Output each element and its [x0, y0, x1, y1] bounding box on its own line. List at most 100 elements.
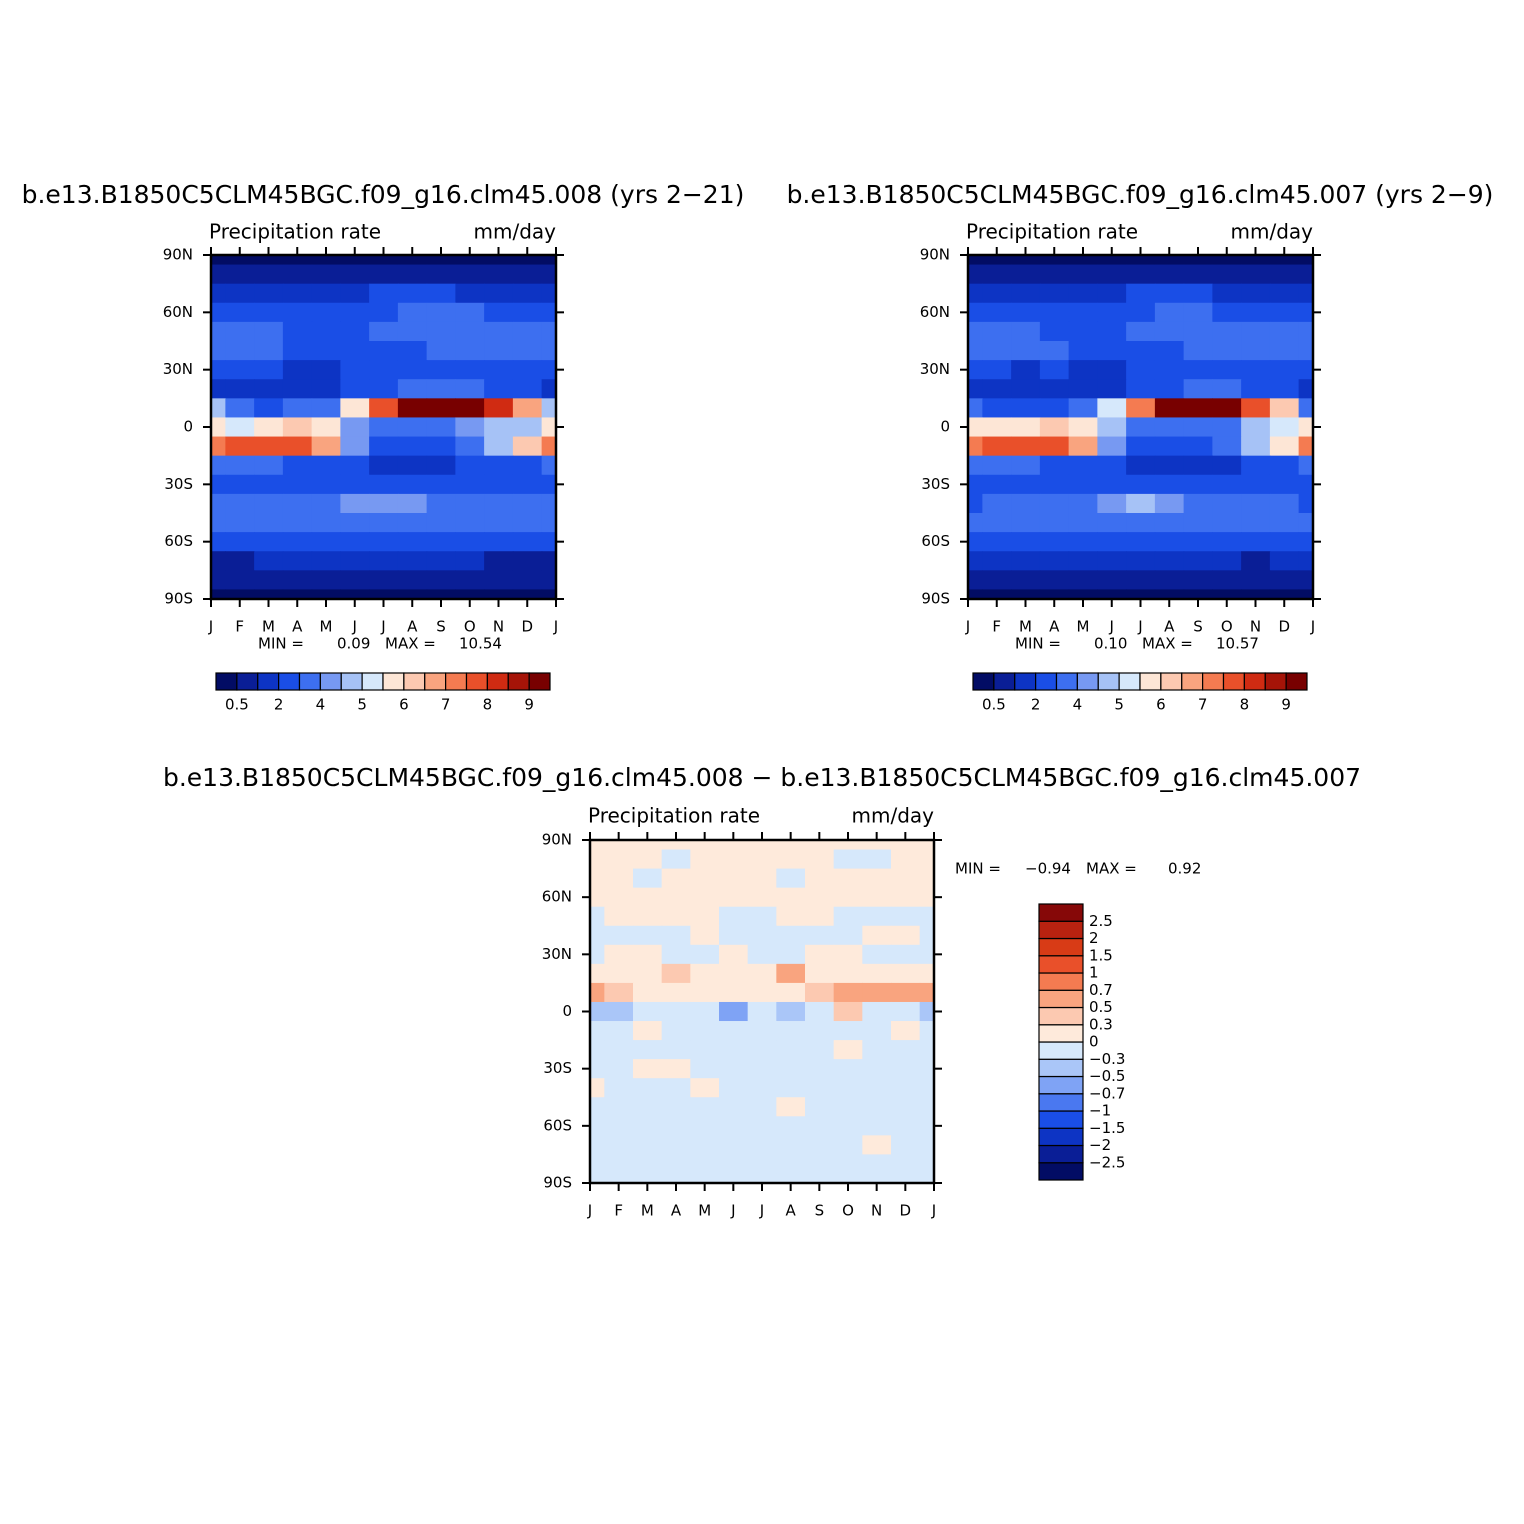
contour-cell — [719, 982, 749, 1003]
contour-cell — [1269, 436, 1300, 457]
units: mm/day — [474, 220, 557, 244]
contour-cell — [633, 925, 663, 946]
contour-cell — [862, 1116, 892, 1136]
contour-cell — [719, 1154, 749, 1175]
contour-cell — [340, 379, 370, 399]
contour-cell — [919, 1001, 934, 1022]
subtitle: Precipitation rate — [209, 220, 381, 244]
contour-cell — [805, 1059, 835, 1079]
contour-cell — [1183, 513, 1213, 533]
contour-cell — [1097, 341, 1127, 361]
panel-title: b.e13.B1850C5CLM45BGC.f09_g16.clm45.007 … — [787, 180, 1494, 209]
contour-cell — [340, 283, 370, 304]
contour-cell — [862, 1135, 892, 1156]
contour-cell — [747, 840, 777, 851]
contour-cell — [1068, 360, 1098, 380]
contour-cell — [397, 455, 428, 476]
contour-cell — [1212, 255, 1242, 266]
contour-cell — [862, 868, 892, 889]
contour-cell — [512, 436, 543, 457]
contour-cell — [1068, 551, 1098, 571]
contour-cell — [1011, 532, 1041, 552]
stat-min-label: MIN = — [1015, 635, 1061, 653]
stat-min: 0.10 — [1094, 635, 1127, 653]
contour-cell — [982, 264, 1012, 285]
contour-cell — [633, 906, 663, 927]
contour-cell — [512, 398, 543, 419]
contour-cell — [968, 551, 983, 571]
contour-cell — [776, 925, 806, 946]
colorbar-box — [1038, 1006, 1084, 1026]
contour-cell — [891, 1001, 921, 1022]
contour-cell — [1154, 379, 1185, 399]
contour-cell — [512, 341, 543, 361]
colorbar-label: 5 — [357, 696, 367, 714]
contour-cell — [1154, 474, 1185, 495]
contour-cell — [340, 341, 370, 361]
contour-cell — [862, 1059, 892, 1079]
colorbar-box — [298, 672, 321, 691]
contour-cell — [1039, 474, 1070, 495]
contour-cell — [1154, 513, 1185, 533]
contour-cell — [311, 264, 341, 285]
contour-cell — [1011, 302, 1041, 323]
contour-cell — [1183, 255, 1213, 266]
contour-cell — [919, 1097, 934, 1117]
contour-cell — [541, 455, 556, 476]
contour-cell — [919, 1078, 934, 1098]
contour-cell — [661, 1116, 691, 1136]
contour-cell — [1126, 455, 1156, 476]
x-tick-label: J — [1310, 618, 1315, 636]
contour-cell — [426, 360, 456, 380]
contour-cell — [776, 1173, 806, 1183]
colorbar-box — [382, 672, 405, 691]
colorbar-box — [1038, 1093, 1084, 1112]
contour-cell — [862, 1097, 892, 1117]
contour-cell — [604, 1078, 634, 1098]
x-tick-label: J — [1137, 618, 1142, 636]
y-tick-label: 60S — [543, 1116, 572, 1134]
contour-cell — [211, 283, 226, 304]
contour-cell — [862, 925, 892, 946]
contour-cell — [254, 255, 284, 266]
contour-cell — [1068, 417, 1098, 438]
contour-cell — [776, 1040, 806, 1060]
contour-cell — [1183, 532, 1213, 552]
contour-cell — [1011, 436, 1041, 457]
contour-cell — [1126, 493, 1156, 514]
contour-cell — [968, 589, 983, 599]
contour-cell — [1298, 532, 1313, 552]
y-tick-label: 90N — [163, 246, 193, 264]
contour-cell — [541, 551, 556, 571]
contour-cell — [512, 321, 543, 342]
contour-cell — [1212, 264, 1242, 285]
contour-cell — [211, 436, 226, 457]
contour-cell — [254, 321, 284, 342]
contour-cell — [541, 255, 556, 266]
contour-cell — [1068, 255, 1098, 266]
contour-cell — [1126, 398, 1156, 419]
contour-cell — [590, 849, 605, 870]
colorbar-label: 0.5 — [1089, 998, 1113, 1016]
contour-cell — [254, 417, 284, 438]
contour-cell — [862, 1040, 892, 1060]
contour-cell — [541, 321, 556, 342]
x-tick-label: J — [965, 618, 970, 636]
contour-cell — [919, 963, 934, 984]
contour-cell — [1126, 551, 1156, 571]
colorbar-box — [528, 672, 551, 691]
contour-cell — [254, 589, 284, 599]
contour-cell — [862, 887, 892, 908]
y-tick-label: 60N — [920, 303, 950, 321]
y-tick-label: 30S — [164, 475, 193, 493]
contour-cell — [1269, 589, 1300, 599]
contour-cell — [1011, 493, 1041, 514]
contour-cell — [690, 982, 720, 1003]
contour-cell — [891, 1135, 921, 1156]
contour-cell — [311, 589, 341, 599]
contour-cell — [1154, 398, 1185, 419]
x-tick-label: O — [464, 618, 476, 636]
contour-cell — [397, 255, 428, 266]
contour-cell — [1011, 474, 1041, 495]
contour-cell — [968, 436, 983, 457]
